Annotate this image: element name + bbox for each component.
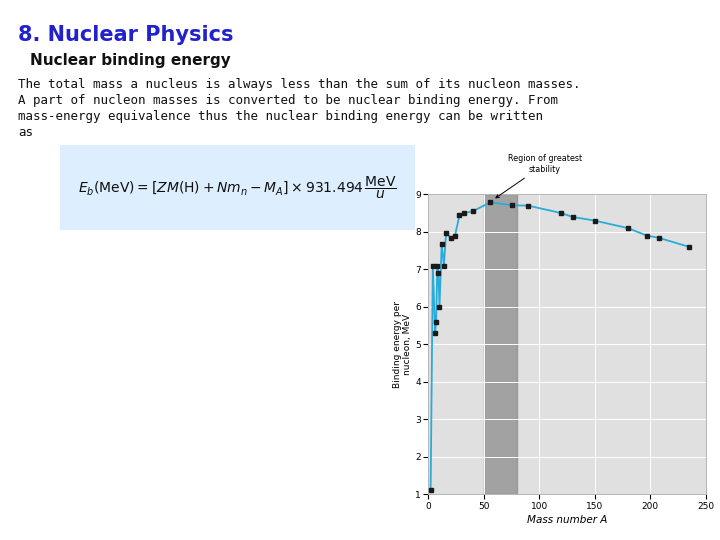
Bar — [484, 194, 517, 494]
Text: The total mass a nucleus is always less than the sum of its nucleon masses.: The total mass a nucleus is always less … — [18, 78, 580, 91]
Text: Nuclear binding energy: Nuclear binding energy — [30, 53, 230, 68]
FancyBboxPatch shape — [60, 145, 415, 230]
Text: 8. Nuclear Physics: 8. Nuclear Physics — [18, 25, 233, 45]
Text: as: as — [18, 126, 33, 139]
Y-axis label: Binding energy per
nucleon, MeV: Binding energy per nucleon, MeV — [393, 301, 413, 388]
X-axis label: Mass number A: Mass number A — [527, 515, 607, 525]
Text: Region of greatest
stability: Region of greatest stability — [496, 154, 582, 198]
Text: mass-energy equivalence thus the nuclear binding energy can be written: mass-energy equivalence thus the nuclear… — [18, 110, 543, 123]
Text: $E_b(\mathrm{MeV}) = [ZM(\mathrm{H}) + Nm_n - M_A] \times 931.494\,\dfrac{\mathr: $E_b(\mathrm{MeV}) = [ZM(\mathrm{H}) + N… — [78, 175, 397, 201]
Text: A part of nucleon masses is converted to be nuclear binding energy. From: A part of nucleon masses is converted to… — [18, 94, 558, 107]
